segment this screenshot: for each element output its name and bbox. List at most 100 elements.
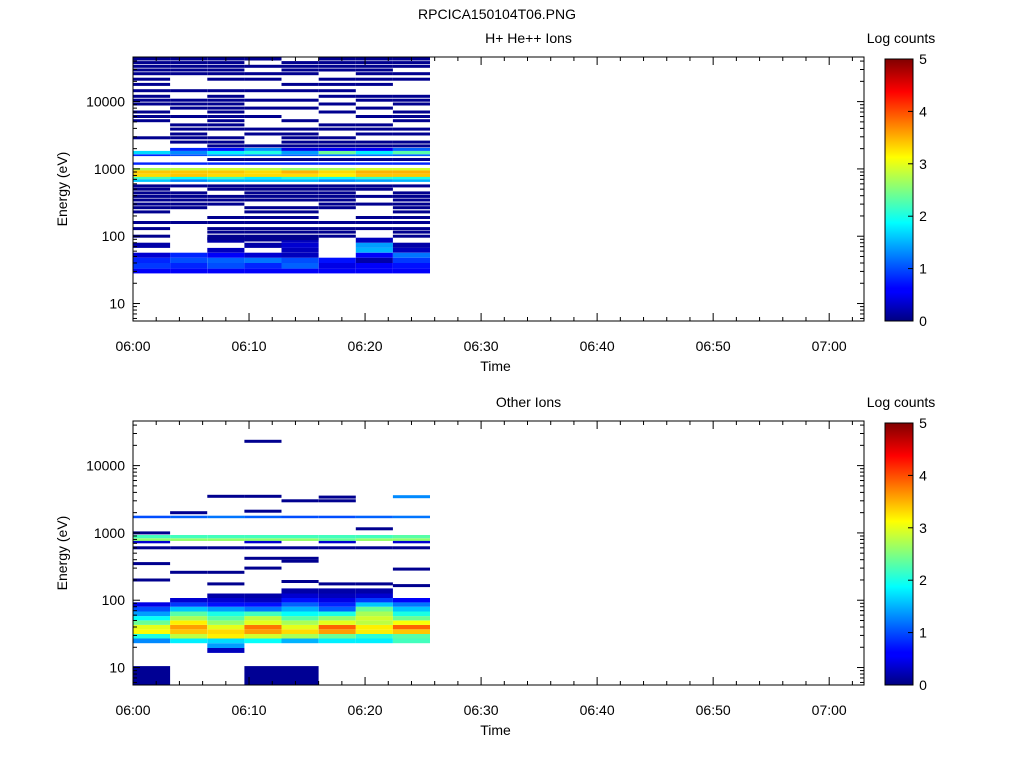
heatmap-line <box>355 61 393 65</box>
heatmap-line <box>355 64 393 68</box>
heatmap-line <box>133 98 171 102</box>
heatmap-line <box>318 64 356 68</box>
heatmap-line <box>281 580 319 583</box>
heatmap-line <box>170 106 208 110</box>
heatmap-cell <box>318 538 356 541</box>
heatmap-line <box>170 132 208 136</box>
heatmap-cell <box>281 535 319 539</box>
heatmap-cell <box>207 154 245 157</box>
y-tick-label: 10 <box>109 296 125 312</box>
heatmap-line <box>170 57 208 61</box>
heatmap-line <box>207 198 245 202</box>
heatmap-cell <box>133 629 171 634</box>
heatmap-cell <box>133 268 171 274</box>
heatmap-line <box>170 570 208 574</box>
heatmap-cell <box>207 602 245 607</box>
heatmap-cell <box>355 242 393 248</box>
heatmap-cell <box>318 162 356 165</box>
heatmap-cell <box>244 515 282 519</box>
heatmap-line <box>281 136 319 140</box>
heatmap-cell <box>244 611 282 617</box>
heatmap-line <box>244 194 282 198</box>
heatmap-line <box>281 68 319 72</box>
heatmap-line <box>133 61 171 65</box>
heatmap-cell <box>244 666 282 685</box>
colorbar-tick-label: 5 <box>919 415 927 431</box>
heatmap-cell <box>318 616 356 621</box>
heatmap-line <box>207 158 245 161</box>
heatmap-line <box>318 206 356 210</box>
heatmap-line <box>281 499 319 503</box>
heatmap-line <box>207 98 245 102</box>
heatmap-line <box>133 89 171 93</box>
heatmap-line <box>207 546 245 550</box>
heatmap-line <box>281 127 319 131</box>
heatmap-line <box>392 115 430 118</box>
heatmap-cell <box>392 176 430 180</box>
heatmap-cell <box>355 634 393 639</box>
colorbar-tick-label: 0 <box>919 677 927 693</box>
y-tick-label: 10000 <box>86 458 125 474</box>
heatmap-line <box>170 72 208 76</box>
heatmap-line <box>244 556 282 560</box>
heatmap-cell <box>318 515 356 519</box>
heatmap-line <box>170 123 208 127</box>
heatmap-line <box>170 511 208 515</box>
heatmap-line <box>318 234 356 238</box>
heatmap-cell <box>133 540 171 544</box>
colorbar-label: Log counts <box>867 394 936 410</box>
heatmap-line <box>133 72 171 76</box>
heatmap-cell <box>207 173 245 177</box>
heatmap-line <box>207 61 245 65</box>
heatmap-cell <box>318 629 356 634</box>
heatmap-cell <box>318 598 356 603</box>
heatmap-line <box>133 531 171 535</box>
heatmap-cell <box>207 638 245 644</box>
heatmap-line <box>392 144 430 148</box>
heatmap-cell <box>207 263 245 269</box>
heatmap-cell <box>170 634 208 639</box>
heatmap-line <box>244 132 282 136</box>
heatmap-line <box>170 102 208 106</box>
heatmap-line <box>281 230 319 234</box>
heatmap-line <box>244 72 282 76</box>
heatmap-line <box>207 68 245 72</box>
heatmap-line <box>133 206 171 210</box>
heatmap-line <box>207 144 245 148</box>
heatmap-line <box>318 187 356 191</box>
heatmap-cell <box>355 173 393 177</box>
heatmap-cell <box>281 263 319 269</box>
heatmap-line <box>355 98 393 102</box>
heatmap-line <box>133 210 171 214</box>
colorbar-tick-label: 1 <box>919 625 927 641</box>
heatmap-cell <box>133 602 171 607</box>
heatmap-cell <box>244 162 282 165</box>
heatmap-cell <box>244 620 282 625</box>
colorbar <box>884 422 914 686</box>
heatmap-line <box>281 210 319 214</box>
heatmap-line <box>207 94 245 98</box>
heatmap-cell <box>133 624 171 630</box>
heatmap-line <box>392 584 430 588</box>
heatmap-line <box>170 68 208 72</box>
heatmap-line <box>318 582 356 586</box>
heatmap-cell <box>170 257 208 263</box>
heatmap-cell <box>392 263 430 269</box>
heatmap-line <box>207 227 245 231</box>
heatmap-line <box>355 140 393 144</box>
heatmap-line <box>355 82 393 86</box>
heatmap-cell <box>207 268 245 274</box>
heatmap-line <box>318 546 356 550</box>
heatmap-cell <box>392 154 430 157</box>
heatmap-cell <box>133 179 171 182</box>
heatmap-cell <box>355 629 393 634</box>
heatmap-cell <box>170 176 208 180</box>
heatmap-cell <box>318 540 356 544</box>
heatmap-cell <box>281 257 319 263</box>
x-tick-label: 06:20 <box>348 338 383 354</box>
heatmap-cell <box>355 168 393 171</box>
heatmap-line <box>133 562 171 566</box>
x-tick-label: 06:20 <box>348 702 383 718</box>
heatmap-line <box>281 216 319 219</box>
